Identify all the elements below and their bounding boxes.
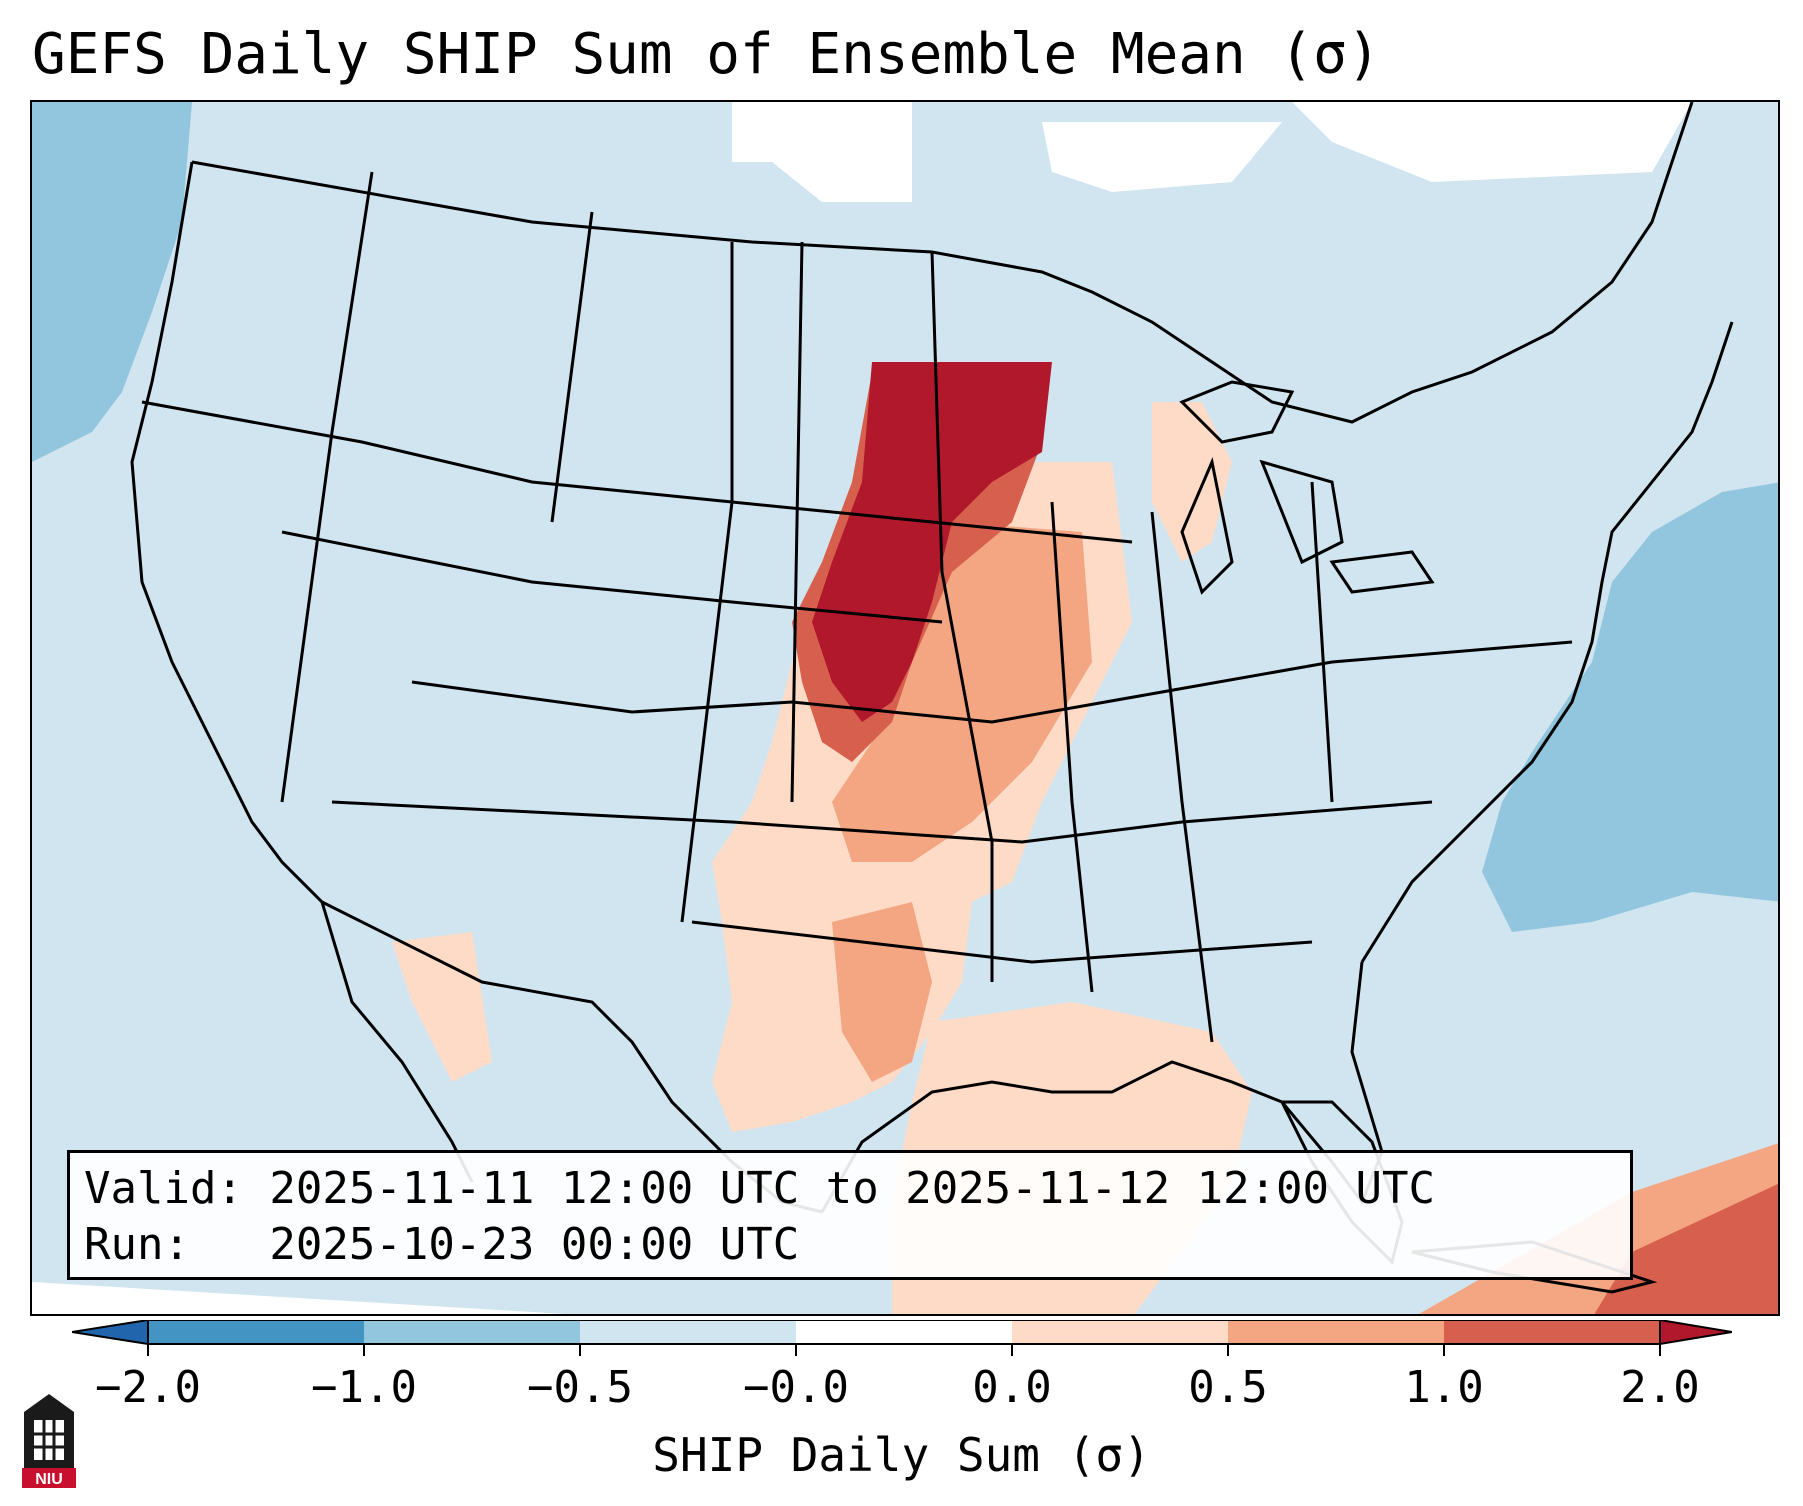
colorbar-ticks bbox=[147, 1344, 1661, 1356]
colorbar-outline bbox=[147, 1320, 1661, 1345]
state-lines-horizontal bbox=[141, 400, 1573, 964]
colorbar-label: SHIP Daily Sum (σ) bbox=[652, 1428, 1151, 1482]
us-canada-border bbox=[191, 102, 1694, 424]
university-building-icon bbox=[24, 1394, 74, 1468]
colorbar-bin-7 bbox=[1444, 1320, 1660, 1344]
mexico-positive bbox=[392, 932, 492, 1082]
plains-extreme-positive bbox=[812, 362, 1052, 722]
niu-logo: NIU bbox=[22, 1394, 76, 1488]
canada-white-patches bbox=[732, 102, 1692, 202]
great-lakes bbox=[1179, 380, 1435, 595]
plains-medium-positive bbox=[832, 522, 1092, 862]
colorbar-extend-low bbox=[72, 1320, 149, 1346]
colorbar-tick-label: −0.0 bbox=[743, 1362, 849, 1413]
colorbar-bin-3 bbox=[580, 1320, 796, 1344]
colorbar-tick-label: 1.0 bbox=[1404, 1362, 1484, 1413]
colorbar-bin-1 bbox=[148, 1320, 364, 1344]
colorbar bbox=[72, 1320, 1732, 1356]
colorbar-extend-high bbox=[1659, 1320, 1732, 1346]
colorbar-tick-label: 0.0 bbox=[972, 1362, 1052, 1413]
map-svg bbox=[32, 102, 1778, 1314]
validity-info-box: Valid: 2025-11-11 12:00 UTC to 2025-11-1… bbox=[67, 1150, 1633, 1280]
map-panel bbox=[30, 100, 1780, 1316]
colorbar-tick-label: −0.5 bbox=[527, 1362, 633, 1413]
boundaries bbox=[130, 102, 1734, 1294]
logo-text: NIU bbox=[35, 1471, 63, 1488]
run-time-line: Run: 2025-10-23 00:00 UTC bbox=[84, 1219, 800, 1270]
atlantic-negative-area bbox=[1482, 482, 1778, 932]
pacific-negative-area bbox=[32, 102, 192, 462]
colorbar-tick-label: −1.0 bbox=[311, 1362, 417, 1413]
colorbar-bin-4 bbox=[796, 1320, 1012, 1344]
colorbar-bin-6 bbox=[1228, 1320, 1444, 1344]
southern-white-cut bbox=[32, 1282, 566, 1314]
positive-anomaly-areas bbox=[392, 362, 1778, 1314]
east-coast bbox=[1360, 321, 1734, 963]
chart-title: GEFS Daily SHIP Sum of Ensemble Mean (σ) bbox=[32, 22, 1381, 87]
colorbar-bin-2 bbox=[364, 1320, 580, 1344]
colorbar-tick-label: 0.5 bbox=[1188, 1362, 1268, 1413]
colorbar-tick-label: −2.0 bbox=[95, 1362, 201, 1413]
valid-time-line: Valid: 2025-11-11 12:00 UTC to 2025-11-1… bbox=[84, 1163, 1436, 1214]
great-lakes-positive bbox=[1152, 402, 1232, 562]
colorbar-tick-label: 2.0 bbox=[1620, 1362, 1700, 1413]
colorbar-bin-5 bbox=[1012, 1320, 1228, 1344]
negative-anomaly-areas bbox=[32, 102, 1778, 1314]
west-coast bbox=[130, 161, 324, 904]
